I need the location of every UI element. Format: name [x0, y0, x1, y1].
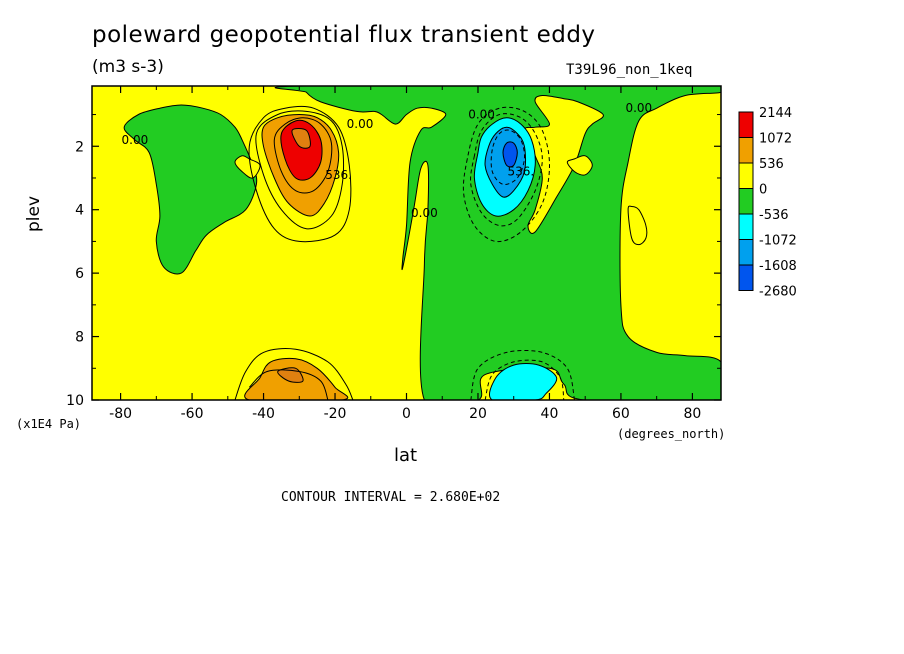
legend-label-3: 0	[759, 183, 767, 198]
contour-label-6: 0.00	[625, 101, 652, 115]
contour-label-4: 0.00	[468, 108, 495, 122]
legend-label-7: -2680	[759, 285, 797, 300]
contour-line-3	[234, 348, 354, 400]
contour-interval-note: CONTOUR INTERVAL = 2.680E+02	[281, 490, 501, 505]
x-tick-label-40: 40	[541, 406, 559, 422]
chart-title: poleward geopotential flux transient edd…	[92, 22, 596, 48]
legend-label-0: 2144	[759, 106, 792, 121]
x-tick-label-20: 20	[469, 406, 487, 422]
chart-units: (m3 s-3)	[92, 57, 164, 77]
legend-swatch-4	[738, 213, 754, 240]
x-axis-label: lat	[394, 445, 418, 466]
legend-label-5: -1072	[759, 234, 797, 249]
y-axis-unit: (x1E4 Pa)	[16, 417, 82, 431]
contour-region-yellow-3	[566, 155, 593, 176]
contour-region-green-0	[274, 86, 721, 400]
contour-region-yellow-2	[627, 205, 648, 246]
contour-line-1	[255, 110, 345, 230]
x-tick-label-60: 60	[612, 406, 630, 422]
legend-swatch-0	[738, 111, 754, 138]
legend-label-4: -536	[759, 208, 789, 223]
x-tick-label--80: -80	[109, 406, 132, 422]
contour-line-6	[470, 113, 543, 227]
y-tick-label-10: 10	[66, 393, 84, 409]
legend-label-1: 1072	[759, 132, 792, 147]
legend-label-6: -1608	[759, 259, 797, 274]
contour-label-1: 0.00	[347, 117, 374, 131]
y-tick-label-4: 4	[75, 203, 84, 219]
contour-label-0: 0.00	[122, 133, 149, 147]
contour-label-5: 536.	[508, 165, 535, 179]
legend-label-2: 536	[759, 157, 784, 172]
contour-label-3: 0.00	[411, 206, 438, 220]
x-axis-unit: (degrees_north)	[617, 427, 726, 441]
legend-swatch-6	[738, 264, 754, 291]
contour-line-4	[248, 369, 329, 400]
legend-swatch-1	[738, 137, 754, 164]
contour-line-2	[273, 117, 333, 194]
chart-subtitle: T39L96_non_1keq	[566, 62, 693, 78]
y-tick-label-8: 8	[75, 330, 84, 346]
contour-label-2: 536.	[325, 168, 352, 182]
x-tick-label-80: 80	[683, 406, 701, 422]
y-tick-label-6: 6	[75, 266, 84, 282]
x-tick-label--40: -40	[252, 406, 275, 422]
contour-line-9	[484, 359, 565, 400]
y-tick-label-2: 2	[75, 139, 84, 155]
contour-line-8	[470, 349, 575, 400]
contour-region-green-4	[123, 104, 258, 275]
legend-swatch-3	[738, 188, 754, 215]
x-tick-label--20: -20	[324, 406, 347, 422]
contour-line-0	[248, 105, 352, 243]
contour-line-5	[462, 106, 551, 243]
contour-region-red-11	[280, 119, 323, 181]
x-tick-label-0: 0	[402, 406, 411, 422]
legend-swatch-2	[738, 162, 754, 189]
contour-region-darkorange-12	[291, 127, 311, 149]
x-tick-label--60: -60	[181, 406, 204, 422]
legend-swatch-5	[738, 239, 754, 266]
contour-region-blue-8	[502, 141, 518, 168]
contour-region-yellow-5	[234, 155, 261, 179]
